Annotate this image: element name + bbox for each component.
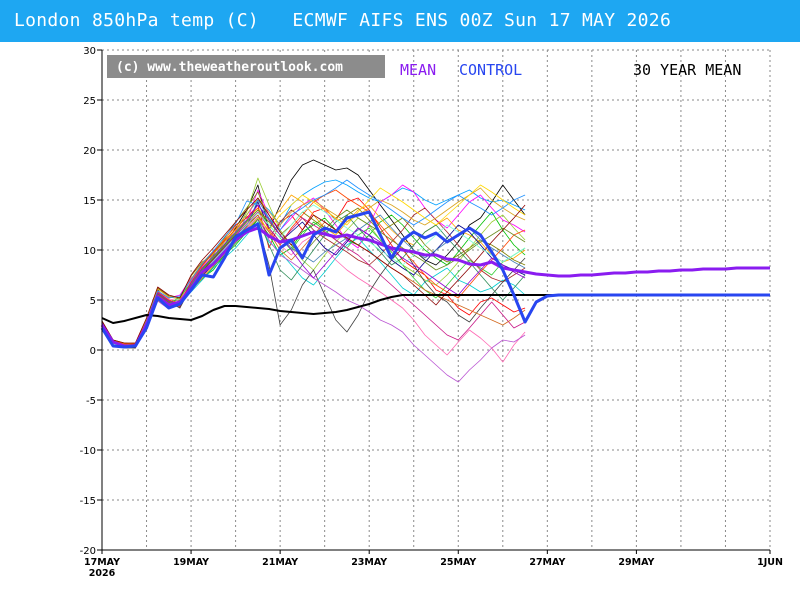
y-tick-label: 15 — [83, 196, 96, 207]
ensemble-member-line — [101, 224, 526, 349]
y-tick-label: 25 — [83, 96, 96, 107]
ensemble-mean-line — [100, 226, 770, 348]
x-tick-label: 1JUN — [757, 557, 783, 568]
control-run-line — [100, 210, 770, 349]
ensemble-member-line — [101, 204, 526, 346]
ensemble-member-line — [101, 221, 526, 349]
y-tick-label: -20 — [80, 546, 96, 557]
x-tick-label: 23MAY — [351, 557, 387, 568]
ensemble-member-line — [101, 184, 526, 347]
title-bar: London 850hPa temp (C) ECMWF AIFS ENS 00… — [0, 0, 800, 42]
ensemble-member-line — [101, 184, 526, 347]
grid — [101, 49, 771, 551]
ensemble-members — [101, 159, 526, 383]
x-tick-label: 25MAY — [440, 557, 476, 568]
legend: MEAN CONTROL 30 YEAR MEAN — [400, 61, 741, 79]
legend-control: CONTROL — [459, 61, 522, 79]
x-tick-label: 27MAY — [529, 557, 565, 568]
chart-title: London 850hPa temp (C) ECMWF AIFS ENS 00… — [14, 10, 672, 31]
ensemble-member-line — [101, 197, 526, 344]
ensemble-member-line — [101, 179, 526, 347]
y-tick-label: 5 — [90, 296, 96, 307]
ensemble-member-line — [101, 201, 526, 347]
credit-background — [107, 55, 385, 78]
credit-text: (c) www.theweatheroutlook.com — [116, 60, 343, 75]
y-tick-label: -5 — [86, 396, 96, 407]
x-tick-label: 21MAY — [262, 557, 298, 568]
x-tick-label: 17MAY — [84, 557, 120, 568]
y-tick-label: 30 — [83, 46, 96, 57]
legend-30-year-mean: 30 YEAR MEAN — [633, 61, 741, 79]
legend-mean: MEAN — [400, 61, 436, 79]
x-tick-label: 19MAY — [173, 557, 209, 568]
y-tick-label: 10 — [83, 246, 96, 257]
highlighted-series — [100, 210, 770, 349]
x-tick-label: 29MAY — [618, 557, 654, 568]
y-tick-label: -10 — [80, 446, 96, 457]
y-tick-label: 0 — [90, 346, 96, 357]
y-tick-label: 20 — [83, 146, 96, 157]
ensemble-member-line — [101, 191, 526, 345]
climate-mean-line — [101, 294, 770, 324]
credit-box: (c) www.theweatheroutlook.com — [107, 55, 385, 78]
y-tick-label: -15 — [80, 496, 96, 507]
ensemble-member-line — [101, 189, 526, 345]
x-tick-sublabel: 2026 — [89, 568, 116, 579]
